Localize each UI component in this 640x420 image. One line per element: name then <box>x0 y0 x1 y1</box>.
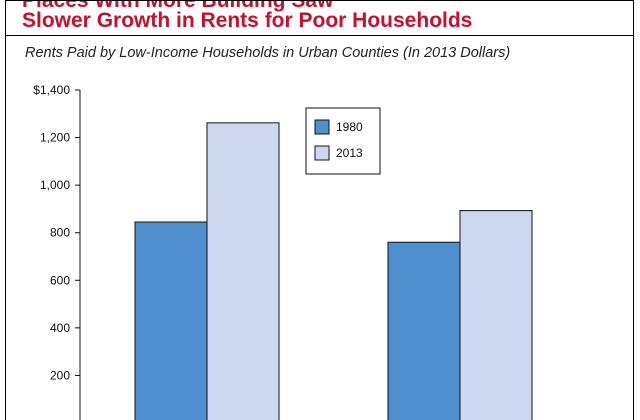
legend: 1980 2013 <box>305 107 381 175</box>
y-tick-label: 800 <box>50 226 70 240</box>
title-band: Places With More Building Saw Slower Gro… <box>6 1 633 36</box>
legend-label-1980: 1980 <box>336 120 363 134</box>
y-tick-label: 1,000 <box>40 178 70 192</box>
legend-box <box>305 107 381 175</box>
figure-title-line-1: Places With More Building Saw <box>22 1 333 12</box>
y-tick-label: 600 <box>50 273 70 287</box>
legend-swatch-2013 <box>314 145 330 161</box>
bar-2013-group-1 <box>206 122 280 420</box>
legend-label-2013: 2013 <box>336 146 363 160</box>
bars-group <box>134 122 533 420</box>
y-tick-label: 200 <box>50 368 70 382</box>
figure-frame: Places With More Building Saw Slower Gro… <box>5 0 634 420</box>
y-axis: 200 400 600 800 1,000 1,200 $1,400 <box>33 83 81 420</box>
bar-1980-group-1 <box>134 221 208 420</box>
chart-subtitle: Rents Paid by Low-Income Households in U… <box>25 45 511 61</box>
bar-2013-group-2 <box>459 210 533 420</box>
legend-swatch-1980 <box>314 119 330 135</box>
y-tick-label: 400 <box>50 321 70 335</box>
y-tick-label: $1,400 <box>33 83 70 97</box>
y-tick-label: 1,200 <box>40 131 70 145</box>
figure-title-line-2: Slower Growth in Rents for Poor Househol… <box>22 9 473 32</box>
bar-1980-group-2 <box>387 241 461 420</box>
